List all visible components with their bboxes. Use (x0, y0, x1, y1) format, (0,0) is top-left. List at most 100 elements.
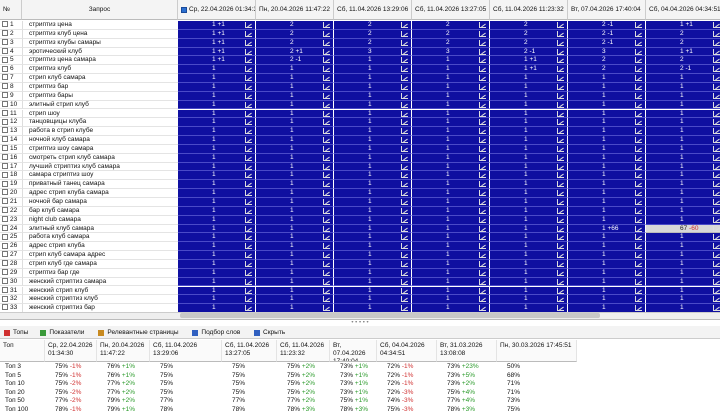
position-cell[interactable]: 1 +1 (646, 21, 720, 30)
chart-icon[interactable] (401, 296, 408, 303)
chart-icon[interactable] (401, 48, 408, 55)
chart-icon[interactable] (713, 128, 720, 135)
chart-icon[interactable] (635, 154, 642, 161)
chart-icon[interactable] (323, 154, 330, 161)
chart-icon[interactable] (401, 305, 408, 312)
chart-icon[interactable] (245, 305, 252, 312)
chart-icon[interactable] (479, 305, 486, 312)
chart-icon[interactable] (635, 225, 642, 232)
position-cell[interactable]: 1 (646, 100, 720, 110)
position-cell[interactable]: 1 (646, 91, 720, 101)
chart-icon[interactable] (245, 269, 252, 276)
chart-icon[interactable] (557, 190, 564, 197)
chart-icon[interactable] (245, 207, 252, 214)
chart-icon[interactable] (323, 207, 330, 214)
position-cell[interactable]: 1 (490, 198, 568, 207)
position-cell[interactable]: 1 +1 (490, 56, 568, 66)
chart-icon[interactable] (323, 30, 330, 37)
row-checkbox[interactable] (2, 224, 8, 231)
chart-icon[interactable] (323, 278, 330, 285)
position-cell[interactable]: 1 (178, 295, 256, 305)
position-cell[interactable]: 1 (568, 286, 646, 296)
chart-icon[interactable] (479, 216, 486, 223)
position-cell[interactable]: 1 (490, 286, 568, 296)
chart-icon[interactable] (245, 145, 252, 152)
chart-icon[interactable] (323, 181, 330, 188)
chart-icon[interactable] (323, 260, 330, 267)
position-cell[interactable]: 1 (646, 206, 720, 216)
chart-icon[interactable] (479, 225, 486, 232)
chart-icon[interactable] (635, 216, 642, 223)
position-cell[interactable]: 1 (412, 295, 490, 305)
chart-icon[interactable] (635, 305, 642, 312)
chart-icon[interactable] (635, 190, 642, 197)
chart-icon[interactable] (635, 252, 642, 259)
chart-icon[interactable] (323, 57, 330, 64)
position-cell[interactable]: 1 (334, 224, 412, 234)
position-cell[interactable]: 1 (334, 171, 412, 181)
chart-icon[interactable] (323, 128, 330, 135)
chart-icon[interactable] (245, 128, 252, 135)
chart-icon[interactable] (557, 39, 564, 46)
chart-icon[interactable] (479, 234, 486, 241)
position-cell[interactable]: 1 (412, 189, 490, 198)
chart-icon[interactable] (323, 172, 330, 179)
row-checkbox[interactable] (2, 180, 8, 187)
chart-icon[interactable] (713, 92, 720, 99)
position-cell[interactable]: 1 (178, 127, 256, 137)
chart-icon[interactable] (245, 83, 252, 90)
chart-icon[interactable] (401, 207, 408, 214)
chart-icon[interactable] (401, 287, 408, 294)
chart-icon[interactable] (401, 269, 408, 276)
chart-icon[interactable] (479, 243, 486, 250)
chart-icon[interactable] (479, 154, 486, 161)
chart-icon[interactable] (557, 66, 564, 73)
position-cell[interactable]: 1 (256, 65, 334, 75)
position-cell[interactable]: 1 (490, 189, 568, 198)
chart-icon[interactable] (635, 278, 642, 285)
position-cell[interactable]: 1 (568, 118, 646, 128)
chart-icon[interactable] (479, 119, 486, 126)
position-cell[interactable]: 1 (646, 268, 720, 278)
position-cell[interactable]: 2 -1 (646, 65, 720, 75)
row-checkbox[interactable] (2, 277, 8, 284)
position-cell[interactable]: 1 (178, 144, 256, 154)
chart-icon[interactable] (323, 101, 330, 108)
position-cell[interactable]: 1 (334, 180, 412, 190)
position-cell[interactable]: 1 (334, 206, 412, 216)
position-cell[interactable]: 1 (646, 198, 720, 207)
chart-icon[interactable] (557, 207, 564, 214)
chart-icon[interactable] (479, 287, 486, 294)
row-checkbox[interactable] (2, 30, 8, 37)
chart-icon[interactable] (713, 163, 720, 170)
chart-icon[interactable] (713, 119, 720, 126)
chart-icon[interactable] (635, 119, 642, 126)
chart-icon[interactable] (323, 296, 330, 303)
row-checkbox[interactable] (2, 215, 8, 222)
position-cell[interactable]: 1 (646, 171, 720, 181)
chart-icon[interactable] (635, 234, 642, 241)
chart-icon[interactable] (635, 83, 642, 90)
chart-icon[interactable] (635, 75, 642, 82)
position-cell[interactable]: 2 +1 (256, 47, 334, 57)
position-cell[interactable]: 1 (178, 251, 256, 260)
position-cell[interactable]: 1 +1 (178, 21, 256, 30)
chart-icon[interactable] (713, 199, 720, 205)
position-cell[interactable]: 1 (178, 198, 256, 207)
position-cell[interactable]: 67 -60 (646, 224, 720, 234)
chart-icon[interactable] (635, 207, 642, 214)
position-cell[interactable]: 2 (256, 38, 334, 48)
chart-icon[interactable] (401, 110, 408, 117)
position-cell[interactable]: 1 (490, 74, 568, 83)
position-cell[interactable]: 1 (178, 74, 256, 83)
splitter[interactable]: • • • • • (351, 321, 369, 326)
position-cell[interactable]: 1 (646, 162, 720, 172)
chart-icon[interactable] (245, 190, 252, 197)
position-cell[interactable]: 1 (178, 259, 256, 269)
position-cell[interactable]: 1 (334, 56, 412, 66)
chart-icon[interactable] (713, 66, 720, 73)
chart-icon[interactable] (323, 48, 330, 55)
position-cell[interactable]: 1 (568, 206, 646, 216)
chart-icon[interactable] (479, 66, 486, 73)
position-cell[interactable]: 1 (490, 162, 568, 172)
